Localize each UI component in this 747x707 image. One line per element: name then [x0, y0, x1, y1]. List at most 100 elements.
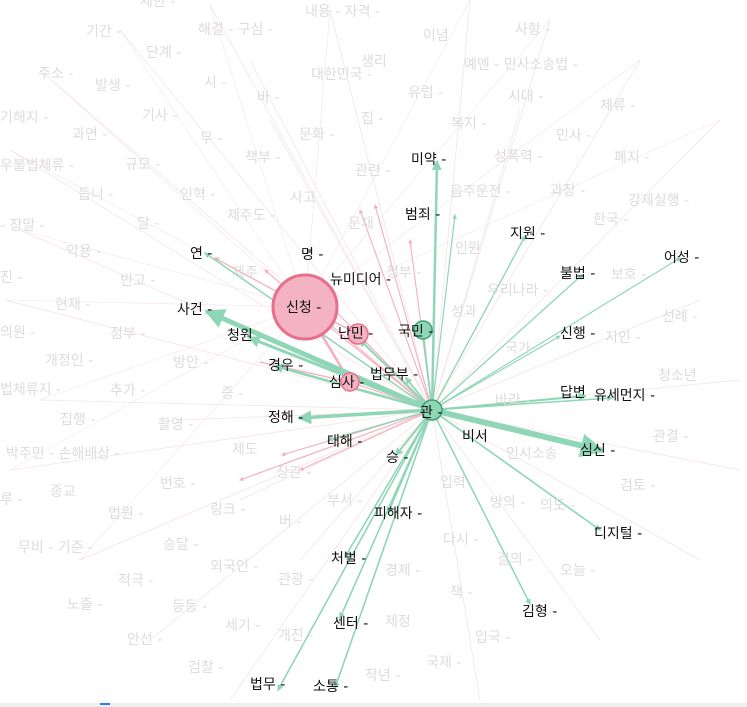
background-label: 촬영 - [158, 417, 194, 433]
background-label: 번호 - [160, 476, 196, 492]
green-edge [431, 214, 457, 411]
background-label: 보호 - [611, 267, 647, 283]
background-label: 생리 [361, 54, 387, 70]
node-label[interactable]: 답변 [560, 385, 586, 401]
node-label[interactable]: 정해 - [268, 410, 304, 426]
pink-edge [359, 209, 433, 411]
background-label: 검토 - [620, 478, 656, 494]
green-edge [431, 409, 531, 606]
green-edge [247, 335, 434, 412]
node-hub-gwan[interactable] [421, 399, 443, 421]
background-label: 시대 - [508, 89, 544, 105]
green-edge [358, 338, 433, 411]
background-edge [39, 69, 306, 308]
background-edge [431, 409, 701, 561]
green-edge [344, 409, 433, 559]
node-label-simsa[interactable]: 심사 - [329, 375, 365, 391]
node-label[interactable]: 법무 - [250, 677, 286, 693]
node-label[interactable]: 사건 - [177, 302, 213, 318]
node-label[interactable]: 불법 - [560, 266, 596, 282]
node-label[interactable]: 비서 [462, 429, 488, 445]
node-label-sincheong[interactable]: 신청 - [286, 300, 322, 316]
node-label-hub-gwan[interactable]: 관 - [420, 405, 443, 421]
node-label-nanmin[interactable]: 난민 - [338, 326, 374, 342]
node-label[interactable]: 뉴미디어 - [330, 272, 392, 288]
background-label: 국가 [505, 341, 531, 357]
background-edge [431, 0, 471, 411]
background-edge [209, 4, 433, 411]
background-edge [9, 409, 433, 471]
node-label[interactable]: 디지털 - [594, 526, 643, 542]
node-label-gukmin[interactable]: 국민 - [398, 324, 434, 340]
background-label: 바라 - [495, 393, 531, 409]
green-edge [431, 335, 561, 411]
background-label: 결의 - [497, 552, 533, 568]
background-label: 링크 - [210, 502, 246, 518]
background-edge [431, 409, 601, 641]
background-label: 강제실행 - [628, 193, 690, 209]
background-label: 책부 - [245, 150, 281, 166]
node-label[interactable]: 범죄 - [405, 207, 441, 223]
node-nanmin[interactable] [347, 323, 369, 345]
background-edge [431, 299, 701, 411]
node-label[interactable]: 대해 - [327, 434, 363, 450]
background-label: 무비 - 기준 - [18, 540, 93, 556]
bottom-scrollbar[interactable] [0, 703, 747, 707]
node-label[interactable]: 청원 [227, 328, 253, 344]
background-label: 안선 - [127, 632, 163, 648]
background-label: 제정 [385, 614, 411, 630]
background-edge [229, 409, 433, 701]
node-label[interactable]: 김형 - [522, 604, 558, 620]
background-label: 청소년 [658, 368, 697, 384]
node-gukmin[interactable] [413, 320, 433, 340]
green-edge [333, 409, 433, 690]
background-label: 이념 [423, 28, 449, 44]
background-label: 선례 - [662, 309, 698, 325]
background-label: 제도 [232, 442, 258, 458]
background-label: 책 - [450, 585, 473, 601]
node-label[interactable]: 어성 - [664, 250, 700, 266]
background-edge [9, 149, 433, 411]
background-label: 무 - [200, 131, 223, 147]
node-label[interactable]: 센터 - [333, 616, 369, 632]
background-label: 외국인 - [210, 559, 259, 575]
background-label: 집 - [361, 111, 384, 127]
node-label[interactable]: 승 - [386, 450, 409, 466]
node-label[interactable]: 경우 - [268, 358, 304, 374]
background-label: 적극 - [118, 573, 154, 589]
background-edge [304, 59, 641, 308]
green-edge [420, 330, 433, 411]
node-label[interactable]: 신행 - [560, 326, 596, 342]
node-label[interactable]: 연 - [190, 246, 213, 262]
background-label: 개진 - [278, 628, 314, 644]
node-label[interactable]: 처벌 - [331, 551, 367, 567]
background-edge [431, 119, 721, 411]
node-sincheong[interactable] [271, 273, 339, 341]
node-label[interactable]: 피해자 - [374, 506, 423, 522]
node-label[interactable]: 법무부 - [370, 367, 419, 383]
node-label[interactable]: 소통 - [313, 679, 349, 695]
background-label: 법원 - [108, 506, 144, 522]
background-label: 국제 - [426, 655, 462, 671]
background-label: 과연 - [72, 127, 108, 143]
background-label: 단계 - [146, 45, 182, 61]
background-edge [79, 306, 306, 561]
node-label[interactable]: 미약 - [411, 152, 447, 168]
background-label: 방안 - [173, 355, 209, 371]
node-label[interactable]: 유세먼지 - [594, 388, 656, 404]
background-label: 기간 - [86, 24, 122, 40]
background-label: 악용 - [66, 244, 102, 260]
background-label: 개정인 - [45, 353, 94, 369]
node-label[interactable]: 명 - [301, 247, 324, 263]
green-edge [429, 407, 605, 458]
background-label: 의원 - [0, 325, 36, 341]
scroll-indicator[interactable] [100, 703, 110, 705]
node-label[interactable]: 심신 - [580, 443, 616, 459]
background-label: 점부 - [110, 326, 146, 342]
node-simsa[interactable] [340, 372, 360, 392]
background-label: 박주민 - 손해배상 - [6, 446, 120, 462]
background-label: 지인 - [605, 330, 641, 346]
node-label[interactable]: 지원 - [510, 226, 546, 242]
background-label: 경제 - [385, 563, 421, 579]
background-edge [209, 4, 306, 308]
